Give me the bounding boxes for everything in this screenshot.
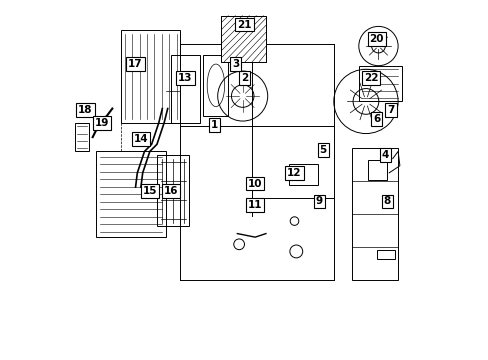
Text: 13: 13 [178, 73, 192, 83]
Bar [96, 152, 165, 237]
Text: 17: 17 [128, 59, 142, 69]
Bar [367, 160, 386, 180]
Text: 18: 18 [78, 105, 93, 115]
Text: 19: 19 [94, 118, 108, 128]
Text: 1: 1 [210, 120, 217, 130]
Bar [358, 66, 401, 102]
Bar [221, 16, 265, 62]
Bar [157, 155, 189, 226]
Bar [288, 164, 317, 185]
Bar [121, 30, 180, 123]
Text: 4: 4 [381, 150, 388, 160]
Bar [203, 55, 228, 116]
Bar [75, 123, 89, 152]
Text: 11: 11 [247, 200, 262, 210]
Text: 9: 9 [315, 197, 323, 206]
Bar [351, 148, 397, 280]
Text: 10: 10 [247, 179, 262, 189]
Bar [221, 16, 265, 62]
Text: 7: 7 [386, 105, 394, 115]
Text: 2: 2 [241, 73, 247, 83]
Text: 21: 21 [237, 19, 251, 30]
Text: 12: 12 [286, 168, 301, 178]
Text: 3: 3 [231, 59, 239, 69]
Bar [171, 55, 200, 123]
Bar [376, 249, 394, 258]
Text: 20: 20 [368, 34, 383, 44]
Text: 14: 14 [133, 134, 148, 144]
Text: 5: 5 [319, 145, 326, 155]
Text: 15: 15 [142, 186, 157, 196]
Text: 8: 8 [383, 197, 390, 206]
Text: 6: 6 [372, 114, 380, 124]
Text: 16: 16 [163, 186, 178, 196]
Text: 22: 22 [364, 73, 378, 83]
